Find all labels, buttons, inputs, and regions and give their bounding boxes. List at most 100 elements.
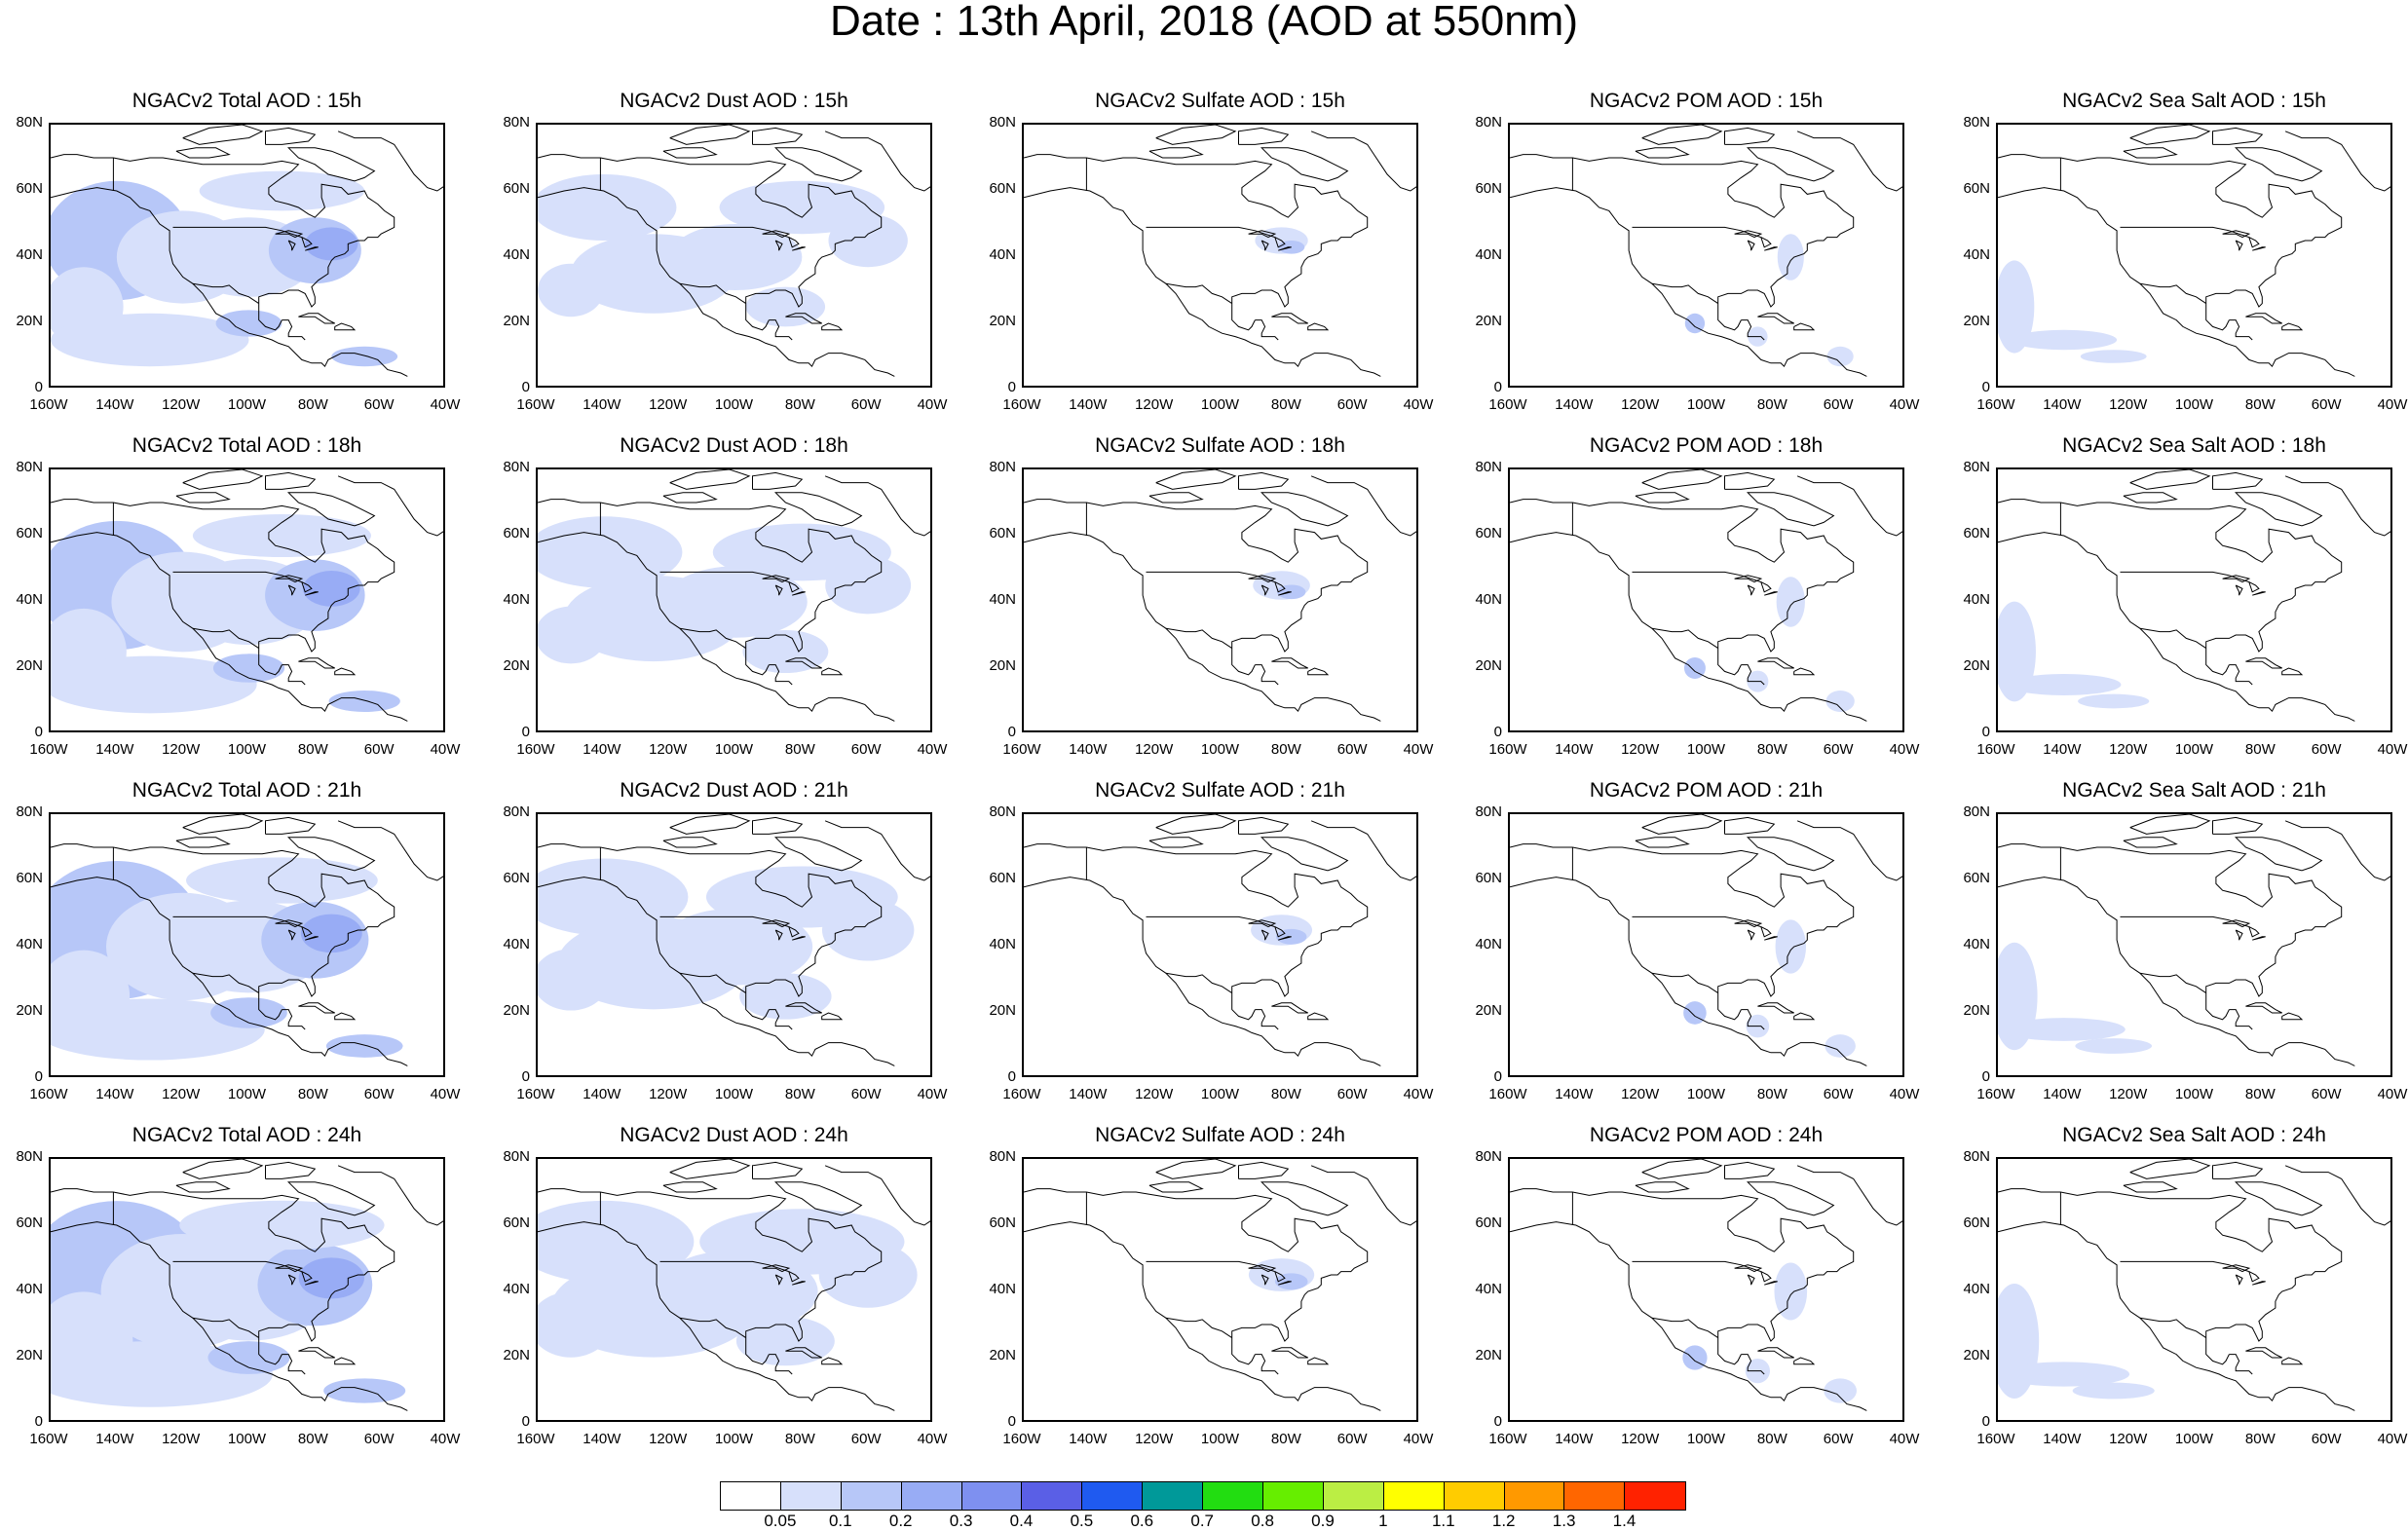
lon-tick-label: 160W bbox=[516, 1086, 555, 1102]
coastline bbox=[265, 816, 317, 835]
lat-tick-label: 40N bbox=[1475, 246, 1502, 263]
coastline bbox=[2129, 125, 2211, 145]
lon-tick-label: 80W bbox=[2244, 1086, 2276, 1102]
coastline bbox=[1641, 1159, 1723, 1179]
coastline bbox=[1632, 571, 1761, 583]
map-canvas bbox=[51, 125, 443, 377]
coastline bbox=[1278, 936, 1292, 941]
coastline bbox=[1307, 667, 1330, 676]
map-canvas bbox=[51, 469, 443, 722]
colorbar-label: 0.4 bbox=[1009, 1512, 1034, 1530]
lon-tick-label: 120W bbox=[649, 396, 688, 413]
coastline bbox=[679, 627, 746, 650]
coastline bbox=[1635, 837, 1690, 848]
lon-tick-label: 100W bbox=[1686, 396, 1726, 413]
lon-tick-label: 60W bbox=[850, 1086, 882, 1102]
lon-tick-label: 120W bbox=[649, 741, 688, 758]
coastline bbox=[773, 147, 863, 182]
coastline bbox=[337, 475, 443, 537]
coastline bbox=[788, 1271, 800, 1283]
map-frame bbox=[1508, 812, 1904, 1077]
map-canvas bbox=[1024, 469, 1416, 732]
lat-tick-label: 0 bbox=[521, 1068, 530, 1085]
coastline bbox=[1998, 877, 2355, 1066]
coastline bbox=[679, 1317, 746, 1339]
coastline bbox=[1741, 664, 1765, 686]
coastline bbox=[2235, 1274, 2243, 1286]
colorbar-label: 1 bbox=[1378, 1512, 1388, 1530]
coastline bbox=[1285, 731, 1288, 732]
lon-tick-label: 140W bbox=[2043, 396, 2082, 413]
coastline bbox=[2123, 837, 2178, 848]
aerosol-region bbox=[1998, 601, 2036, 702]
lat-tick-label: 40N bbox=[1475, 936, 1502, 952]
colorbar-swatch bbox=[961, 1482, 1023, 1510]
lat-tick-label: 80N bbox=[503, 803, 530, 820]
coastline bbox=[769, 1354, 793, 1375]
coastline bbox=[659, 571, 789, 583]
coastline bbox=[1641, 814, 1723, 835]
coastline bbox=[1260, 584, 1269, 596]
aerosol-region bbox=[300, 914, 362, 953]
lat-tick-label: 60N bbox=[1475, 525, 1502, 541]
coastline bbox=[774, 929, 783, 941]
coastline bbox=[762, 1264, 791, 1273]
colorbar-swatch bbox=[1263, 1482, 1324, 1510]
lon-tick-label: 60W bbox=[2311, 396, 2342, 413]
lon-tick-label: 120W bbox=[1135, 1431, 1174, 1447]
lon-tick-label: 60W bbox=[1336, 741, 1368, 758]
lat-tick-label: 40N bbox=[503, 1281, 530, 1297]
coastline bbox=[1255, 664, 1279, 686]
map-panel: NGACv2 Sea Salt AOD : 24h 80N 60N 40N 20N 0 16… bbox=[1947, 1124, 2408, 1467]
coastline bbox=[1148, 492, 1204, 504]
aerosol-region bbox=[1998, 260, 2035, 354]
coastline bbox=[2252, 1281, 2266, 1286]
lat-tick-label: 20N bbox=[503, 1347, 530, 1363]
map-canvas bbox=[1024, 814, 1416, 1066]
lon-tick-label: 120W bbox=[649, 1086, 688, 1102]
lat-tick-label: 0 bbox=[1007, 724, 1016, 740]
coastline bbox=[258, 648, 282, 676]
lat-tick-label: 0 bbox=[1007, 1413, 1016, 1430]
lon-tick-label: 60W bbox=[1823, 741, 1854, 758]
lon-tick-label: 40W bbox=[430, 1086, 461, 1102]
aerosol-region bbox=[2072, 1382, 2155, 1400]
coastline bbox=[1757, 657, 1794, 669]
lon-tick-label: 80W bbox=[1756, 1431, 1787, 1447]
coastline bbox=[2234, 492, 2323, 527]
coastline bbox=[773, 837, 863, 872]
coastline bbox=[1510, 532, 1867, 722]
coastline bbox=[51, 1188, 395, 1342]
coastline bbox=[669, 1159, 751, 1179]
lon-tick-label: 40W bbox=[1403, 1431, 1434, 1447]
coastline bbox=[287, 240, 296, 251]
coastline bbox=[2248, 581, 2260, 593]
lat-tick-label: 20N bbox=[1963, 657, 1990, 674]
coastline bbox=[2120, 571, 2249, 583]
lon-tick-label: 140W bbox=[2043, 1086, 2082, 1102]
lon-tick-label: 160W bbox=[1488, 1431, 1527, 1447]
map-panel: NGACv2 Sulfate AOD : 18h 80N 60N 40N 20N 0 160… bbox=[973, 434, 1467, 777]
coastline bbox=[1793, 667, 1816, 676]
lat-tick-label: 60N bbox=[989, 1214, 1016, 1231]
colorbar bbox=[720, 1481, 1687, 1511]
panel-title: NGACv2 Total AOD : 18h bbox=[132, 434, 362, 457]
coastline bbox=[1757, 1002, 1794, 1014]
coastline bbox=[1635, 147, 1690, 159]
lat-tick-label: 40N bbox=[503, 936, 530, 952]
coastline bbox=[1274, 926, 1286, 938]
coastline bbox=[1764, 246, 1778, 251]
coastline bbox=[305, 1281, 319, 1286]
coastline bbox=[172, 226, 302, 239]
coastline bbox=[662, 147, 718, 159]
colorbar-swatch bbox=[1504, 1482, 1565, 1510]
map-panel: NGACv2 Dust AOD : 18h 80N 60N 40N 20N 0 160W 14… bbox=[487, 434, 981, 777]
map-frame bbox=[1022, 123, 1418, 388]
lon-tick-label: 80W bbox=[1756, 1086, 1787, 1102]
aerosol-region bbox=[51, 313, 249, 367]
coastline bbox=[774, 1274, 783, 1286]
coastline bbox=[1238, 127, 1290, 145]
aerosol-region bbox=[1683, 656, 1706, 680]
coastline bbox=[312, 1421, 315, 1422]
lat-tick-label: 0 bbox=[1981, 379, 1990, 395]
